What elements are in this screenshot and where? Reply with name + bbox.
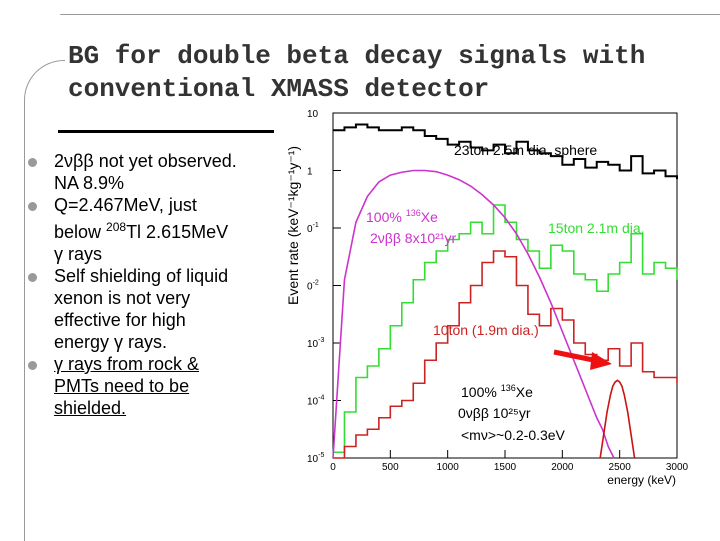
series-line bbox=[333, 123, 678, 180]
bullet-text: xenon is not very bbox=[54, 288, 191, 308]
bullet-item: γ rays from rock & PMTs need to be shiel… bbox=[28, 353, 278, 419]
title-underline bbox=[58, 130, 274, 133]
annotation-xe-2nu: 100% 136Xe bbox=[366, 208, 438, 225]
annotation-15ton: 15ton 2.1m dia. bbox=[548, 220, 645, 236]
bullet-item: 2νββ not yet observed. NA 8.9% bbox=[28, 150, 278, 194]
bullet-text: Q=2.467MeV, just bbox=[54, 195, 197, 215]
y-tick-label: 10-5 bbox=[307, 452, 324, 465]
bullet-text: PMTs need to be bbox=[54, 376, 190, 396]
bullet-text-line: below 208Tl 2.615MeV bbox=[54, 216, 278, 243]
series-line bbox=[332, 169, 615, 459]
bullet-text: γ rays from rock & bbox=[54, 354, 200, 374]
series-line bbox=[333, 250, 678, 459]
annotation-text: Xe bbox=[421, 209, 438, 225]
annotation-23ton: 23ton 2.5m dia. sphere bbox=[454, 142, 597, 158]
bullet-list: 2νββ not yet observed. NA 8.9% Q=2.467Me… bbox=[28, 150, 278, 419]
slide-title-line-1: BG for double beta decay signals with bbox=[68, 41, 646, 71]
y-tick-label: 1 bbox=[307, 167, 313, 178]
bullet-dot-icon bbox=[28, 158, 37, 167]
x-axis-label: energy (keV) bbox=[607, 473, 676, 487]
bullet-text: Tl 2.615MeV bbox=[126, 222, 229, 242]
annotation-neutrino-mass: <mν>~0.2-0.3eV bbox=[461, 427, 566, 443]
x-tick-label: 1500 bbox=[494, 462, 517, 473]
bullet-text: effective for high bbox=[54, 310, 186, 330]
bullet-text: 2νββ not yet observed. bbox=[54, 151, 237, 171]
bullet-dot-icon bbox=[28, 273, 37, 282]
bullet-dot-icon bbox=[28, 202, 37, 211]
x-tick-label: 500 bbox=[382, 462, 399, 473]
annotation-superscript: 136 bbox=[406, 208, 421, 218]
y-tick-label: 10-3 bbox=[307, 337, 324, 350]
bullet-text: shielded. bbox=[54, 398, 127, 418]
x-tick-label: 1000 bbox=[437, 462, 460, 473]
annotation-2nu-halflife: 2νββ 8x10²¹yr bbox=[370, 230, 456, 246]
annotation-10ton: 10ton (1.9m dia.) bbox=[433, 322, 539, 338]
annotation-text: 100% bbox=[461, 384, 501, 400]
frame-top-rule bbox=[60, 14, 720, 15]
bullet-item: Self shielding of liquid xenon is not ve… bbox=[28, 265, 278, 353]
series-line bbox=[599, 379, 636, 459]
x-tick-label: 0 bbox=[330, 462, 336, 473]
series-line bbox=[333, 204, 678, 454]
y-axis-label: Event rate (keV⁻¹kg⁻¹y⁻¹) bbox=[285, 146, 301, 305]
arrow-head-icon bbox=[590, 352, 612, 370]
x-tick-label: 2000 bbox=[551, 462, 574, 473]
annotation-text: Xe bbox=[516, 384, 533, 400]
bullet-item: Q=2.467MeV, just below 208Tl 2.615MeV γ … bbox=[28, 194, 278, 265]
annotation-text: 100% bbox=[366, 209, 406, 225]
bullet-dot-icon bbox=[28, 361, 37, 370]
y-tick-label: 0-2 bbox=[307, 280, 319, 293]
x-tick-label: 3000 bbox=[666, 462, 689, 473]
bullet-text: energy γ rays. bbox=[54, 332, 168, 352]
slide-title-line-2: conventional XMASS detector bbox=[68, 74, 490, 104]
bullet-superscript: 208 bbox=[106, 220, 127, 234]
bullet-text: Self shielding of liquid bbox=[54, 266, 229, 286]
annotation-superscript: 136 bbox=[501, 383, 516, 393]
arrow-shaft bbox=[553, 349, 599, 364]
slide-title: BG for double beta decay signals with co… bbox=[68, 40, 708, 106]
bullet-text: γ rays bbox=[54, 244, 103, 264]
y-tick-label: 0-1 bbox=[307, 222, 319, 235]
x-tick-label: 2500 bbox=[609, 462, 632, 473]
annotation-xe-0nu: 100% 136Xe bbox=[461, 383, 533, 400]
bullet-text: NA 8.9% bbox=[54, 173, 125, 193]
bullet-text: below bbox=[54, 222, 107, 242]
annotation-0nu-halflife: 0νββ 10²⁵yr bbox=[458, 405, 531, 421]
y-tick-label: 10-4 bbox=[307, 395, 324, 408]
y-tick-label: 10 bbox=[307, 109, 319, 120]
